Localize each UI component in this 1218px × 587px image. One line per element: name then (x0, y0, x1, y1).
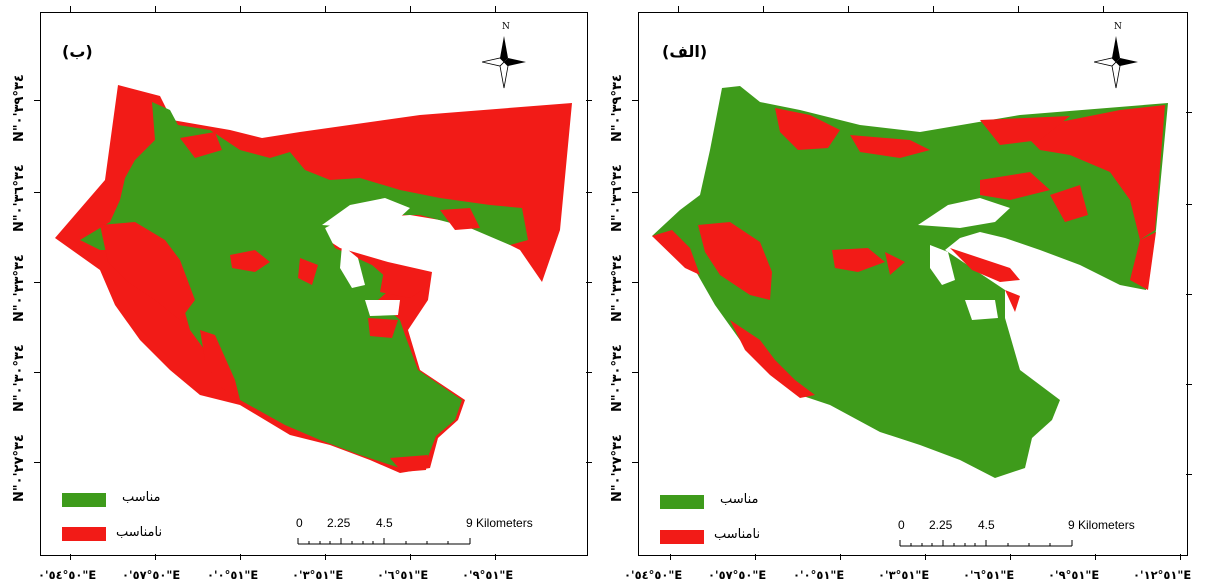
panel-label: (ب) (62, 42, 93, 61)
north-arrow-icon: N (1094, 22, 1138, 89)
lon-label: ٥٠°٥٤'٠"E (624, 568, 683, 582)
legend-swatch-unsuitable (660, 530, 704, 544)
scale-label-4-5: 4.5 (978, 518, 995, 532)
suitable-area (80, 102, 528, 468)
lat-label: N"٣٤°٣٠'٠ (610, 344, 625, 412)
scale-label-4-5: 4.5 (376, 516, 393, 530)
scale-label-0: 0 (296, 516, 303, 530)
lon-label: ٥٠°٥٧'٠"E (122, 568, 181, 582)
lon-label: ٥١°١٢'٠"E (1133, 568, 1192, 582)
lon-label: ٥١°٣'٠"E (292, 568, 344, 582)
scale-bar (297, 538, 471, 545)
legend-label-unsuitable: نامناسب (116, 525, 163, 540)
lon-label: ٥١°٩'٠"E (462, 568, 514, 582)
legend-label-unsuitable: نامناسب (714, 527, 761, 542)
lat-label: N"٣٤°٣٦'٠ (12, 164, 27, 232)
scale-label-9: 9 Kilometers (1068, 518, 1135, 532)
lat-label: N"٣٤°٣٠'٠ (12, 344, 27, 412)
lat-label: N"٣٤°٣٣'٠ (610, 254, 625, 322)
panel-label: (الف) (662, 42, 708, 61)
legend-swatch-suitable (62, 493, 106, 507)
lon-label: ٥١°٩'٠"E (1048, 568, 1100, 582)
lon-label: ٥٠°٥٤'٠"E (38, 568, 97, 582)
scale-label-9: 9 Kilometers (466, 516, 533, 530)
legend-label-suitable: مناسب (720, 492, 759, 507)
lat-label: N"٣٤°٣٦'٠ (610, 164, 625, 232)
scale-bar (899, 540, 1073, 547)
lon-label: ٥١°٦'٠"E (377, 568, 429, 582)
scale-label-2-25: 2.25 (327, 516, 351, 530)
map-panel-b: N"٣٤°٣٩'٠ N"٣٤°٣٦'٠ N"٣٤°٣٣'٠ N"٣٤°٣٠'٠ … (0, 0, 600, 587)
suitability-map-alef (652, 86, 1168, 478)
lat-label: N"٣٤°٣٣'٠ (12, 254, 27, 322)
lon-label: ٥٠°٥٧'٠"E (708, 568, 767, 582)
scale-label-2-25: 2.25 (929, 518, 953, 532)
lat-label: N"٣٤°٢٧'٠ (12, 434, 27, 502)
legend-swatch-unsuitable (62, 527, 106, 541)
lat-label: N"٣٤°٣٩'٠ (610, 74, 625, 142)
lon-label: ٥١°٠'٠"E (207, 568, 259, 582)
lon-label: ٥١°٠'٠"E (793, 568, 845, 582)
scale-label-0: 0 (898, 518, 905, 532)
map-panel-alef: N"٣٤°٣٩'٠ N"٣٤°٣٦'٠ N"٣٤°٣٣'٠ N"٣٤°٣٠'٠ … (600, 0, 1218, 587)
lon-label: ٥١°٣'٠"E (878, 568, 930, 582)
legend-swatch-suitable (660, 495, 704, 509)
north-arrow-icon: N (482, 22, 526, 89)
legend-label-suitable: مناسب (122, 490, 161, 505)
lat-label: N"٣٤°٢٧'٠ (610, 434, 625, 502)
lat-label: N"٣٤°٣٩'٠ (12, 74, 27, 142)
suitability-map-b (55, 85, 572, 473)
lon-label: ٥١°٦'٠"E (963, 568, 1015, 582)
